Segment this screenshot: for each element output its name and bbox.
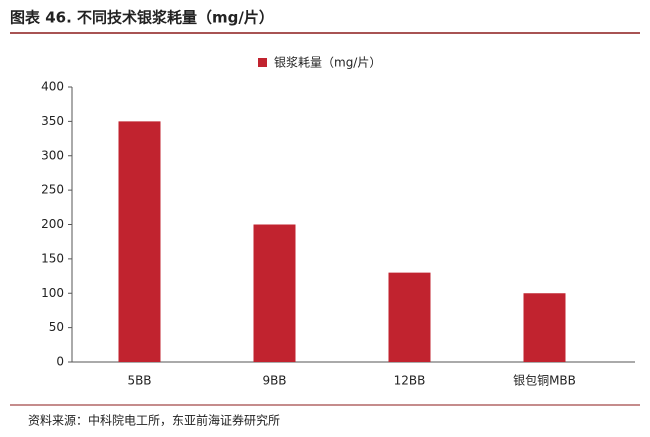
y-tick-label: 300 [41, 148, 64, 162]
chart-title: 图表 46. 不同技术银浆耗量（mg/片） [10, 9, 274, 27]
x-tick-label: 12BB [394, 374, 426, 388]
y-tick-label: 350 [41, 114, 64, 128]
bar [253, 224, 296, 362]
y-tick-label: 400 [41, 80, 64, 94]
source-note: 资料来源：中科院电工所，东亚前海证券研究所 [28, 413, 280, 428]
y-tick-label: 50 [49, 320, 64, 334]
legend-label: 银浆耗量（mg/片） [274, 55, 381, 70]
bar [523, 293, 566, 362]
bar [388, 272, 431, 362]
y-tick-label: 200 [41, 217, 64, 231]
x-tick-label: 9BB [262, 374, 286, 388]
y-tick-label: 150 [41, 251, 64, 265]
y-tick-label: 100 [41, 286, 64, 300]
bar [118, 121, 161, 362]
x-tick-label: 银包铜MBB [513, 373, 576, 388]
y-tick-label: 250 [41, 183, 64, 197]
legend-swatch [258, 58, 267, 67]
x-tick-label: 5BB [127, 374, 151, 388]
y-tick-label: 0 [56, 355, 64, 369]
